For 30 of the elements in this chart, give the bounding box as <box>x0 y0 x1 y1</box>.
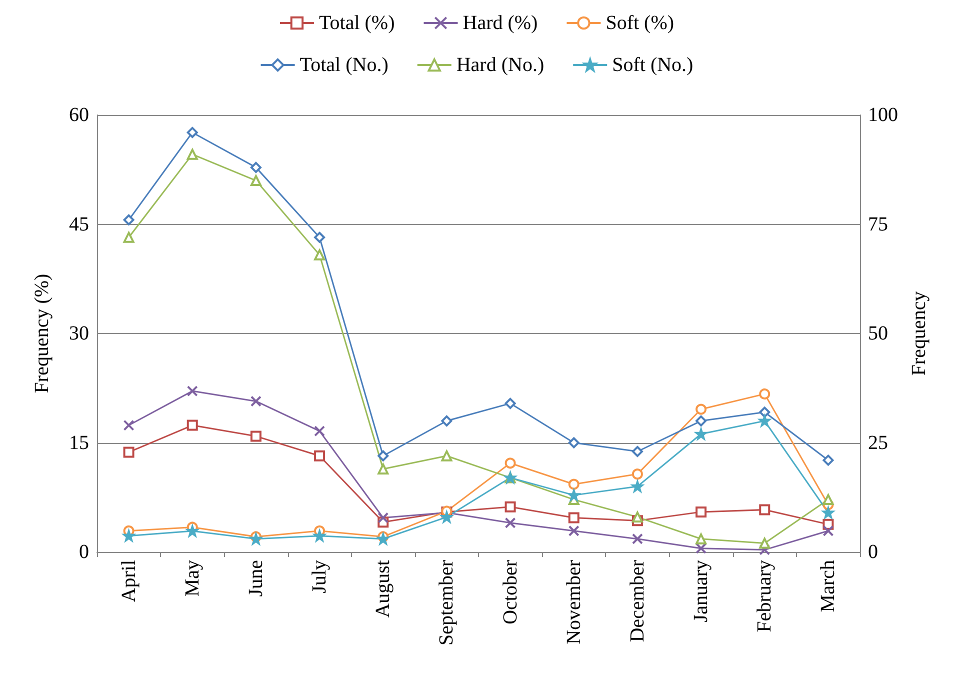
x-tick-label: December <box>626 560 648 642</box>
y-tick-label: 0 <box>79 541 89 563</box>
y-tick-label: 30 <box>69 322 89 344</box>
x-tick-label: March <box>817 560 840 612</box>
y2-tick-label: 75 <box>868 213 888 236</box>
x-tick-label: July <box>308 560 331 594</box>
y-tick-label: 60 <box>69 104 89 126</box>
x-tick-label: June <box>244 560 267 597</box>
x-tick-label: August <box>372 560 394 618</box>
legend-label: Soft (%) <box>606 12 674 34</box>
y2-tick-label: 0 <box>868 541 878 563</box>
y2-tick-label: 100 <box>868 104 898 126</box>
y2-tick-label: 25 <box>868 432 888 454</box>
legend-label: Total (%) <box>318 12 395 34</box>
x-tick-label: May <box>181 560 204 597</box>
legend-label: Total (No.) <box>300 54 388 76</box>
y-axis-title: Frequency (%) <box>31 274 53 394</box>
y-tick-label: 45 <box>69 213 89 236</box>
x-tick-label: November <box>562 560 585 644</box>
legend-label: Hard (%) <box>462 12 538 34</box>
x-tick-label: April <box>118 560 140 602</box>
x-tick-label: February <box>754 560 776 632</box>
x-tick-label: September <box>436 560 458 646</box>
legend-label: Soft (No.) <box>612 54 694 76</box>
x-tick-label: October <box>499 560 522 624</box>
y2-axis-title: Frequency <box>908 291 930 376</box>
x-tick-label: January <box>690 560 712 622</box>
y-tick-label: 15 <box>69 432 89 454</box>
legend-label: Hard (No.) <box>456 54 544 76</box>
y2-tick-label: 50 <box>868 322 888 344</box>
